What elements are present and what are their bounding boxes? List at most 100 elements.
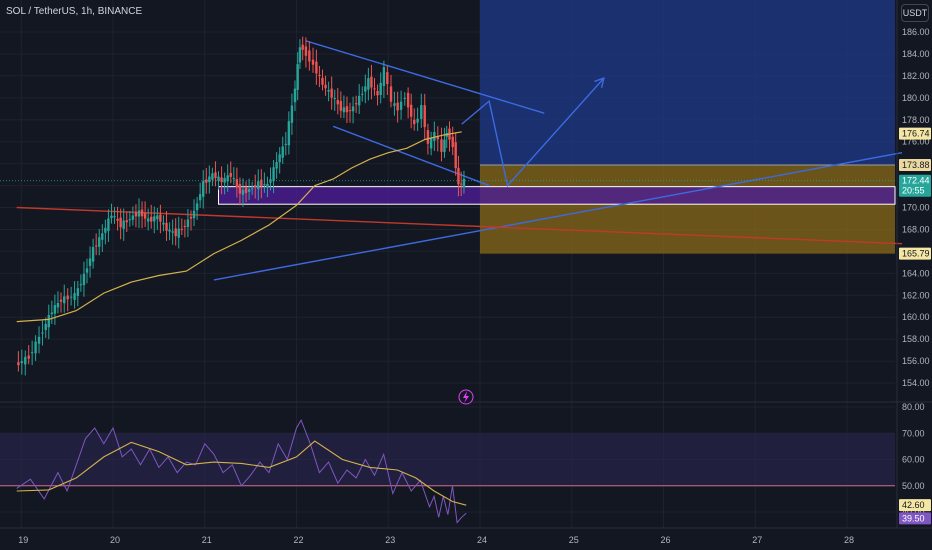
currency-button[interactable]: USDT — [901, 4, 929, 22]
candle-body — [59, 299, 63, 302]
candle-body — [433, 132, 436, 141]
moving-average-line — [16, 131, 462, 323]
candle-body — [393, 103, 396, 106]
candle-body — [409, 104, 413, 117]
candle-body — [257, 181, 260, 190]
time-tick-label: 25 — [569, 535, 579, 545]
candle-body — [298, 47, 302, 63]
candle-body — [281, 146, 284, 158]
candle-body — [232, 178, 236, 180]
candle-body — [223, 178, 226, 183]
candle-body — [315, 61, 318, 74]
candle-body — [113, 216, 116, 218]
candle-body — [406, 92, 410, 108]
time-tick-label: 27 — [752, 535, 762, 545]
candle-body — [165, 222, 168, 231]
candle-body — [244, 187, 248, 193]
candle-body — [459, 183, 463, 185]
candle-body — [399, 101, 403, 110]
candle-body — [180, 228, 184, 230]
target-zone[interactable] — [480, 0, 895, 165]
candle-body — [333, 98, 336, 100]
price-tick-label: 156.00 — [902, 356, 930, 366]
candle-body — [47, 315, 50, 328]
candle-body — [137, 210, 141, 217]
price-tick-label: 184.00 — [902, 49, 930, 59]
candle-body — [53, 305, 57, 314]
trendline[interactable] — [305, 40, 545, 114]
candle-body — [156, 215, 159, 220]
candle-body — [379, 82, 382, 95]
candle-body — [327, 89, 330, 92]
current-price-label-bg — [899, 174, 931, 197]
candle-body — [198, 194, 202, 201]
candle-body — [107, 218, 110, 231]
candle-body — [336, 100, 339, 105]
candle-body — [357, 95, 361, 106]
lightning-bolt-icon — [463, 391, 469, 403]
trendline[interactable] — [332, 125, 490, 187]
price-tick-label: 154.00 — [902, 378, 930, 388]
candle-body — [311, 59, 315, 65]
candle-body — [110, 215, 113, 218]
arrow-head-icon — [594, 76, 605, 88]
rsi-value-label: 39.50 — [902, 513, 925, 523]
candle-body — [386, 72, 389, 85]
candle-body — [76, 288, 80, 296]
candle-body — [44, 323, 47, 331]
time-tick-label: 19 — [18, 535, 28, 545]
price-tick-label: 170.00 — [902, 203, 930, 213]
price-tick-label: 158.00 — [902, 334, 930, 344]
candle-body — [177, 228, 180, 238]
candle-body — [247, 189, 251, 192]
candle-body — [162, 222, 165, 225]
candle-body — [462, 178, 466, 188]
candle-body — [192, 210, 196, 219]
price-tick-label: 164.00 — [902, 268, 930, 278]
price-tick-label: 182.00 — [902, 71, 930, 81]
candle-body — [330, 88, 333, 98]
price-tick-label: 162.00 — [902, 290, 930, 300]
rsi-tick-label: 70.00 — [902, 428, 925, 438]
candle-body — [342, 107, 346, 113]
candle-body — [457, 167, 460, 185]
candle-body — [91, 246, 95, 262]
symbol-title[interactable]: SOL / TetherUS, 1h, BINANCE — [6, 6, 143, 17]
candle-body — [104, 227, 107, 233]
stop-price-label-bg — [899, 247, 931, 260]
candle-body — [293, 88, 297, 103]
candle-body — [429, 138, 433, 149]
candle-body — [275, 161, 278, 169]
projection-path[interactable] — [461, 77, 605, 188]
candle-body — [195, 203, 199, 211]
trendline[interactable] — [16, 206, 903, 245]
candle-body — [272, 167, 275, 182]
entry-price-label: 173.88 — [902, 160, 930, 170]
candle-body — [17, 362, 20, 366]
time-tick-label: 21 — [202, 535, 212, 545]
candle-body — [85, 268, 89, 273]
candle-body — [34, 341, 37, 354]
candle-body — [364, 86, 367, 92]
trendline[interactable] — [213, 151, 903, 281]
candle-body — [348, 110, 352, 112]
candle-body — [361, 93, 364, 95]
candle-body — [321, 77, 324, 85]
candle-body — [260, 179, 263, 187]
rsi-ma-value-label-bg — [899, 499, 931, 512]
price-tick-label: 168.00 — [902, 224, 930, 234]
candle-body — [131, 215, 135, 220]
candle-body — [290, 105, 294, 123]
support-zone-box[interactable] — [218, 186, 896, 205]
candle-body — [238, 183, 242, 194]
rsi-tick-label: 80.00 — [902, 402, 925, 412]
candle-body — [159, 214, 162, 222]
rsi-value-label-bg — [899, 512, 931, 525]
candle-body — [339, 101, 343, 111]
candle-body — [443, 139, 446, 153]
candle-body — [122, 220, 125, 229]
stop-zone[interactable] — [480, 164, 895, 254]
candle-body — [250, 188, 254, 190]
candle-body — [451, 136, 454, 148]
